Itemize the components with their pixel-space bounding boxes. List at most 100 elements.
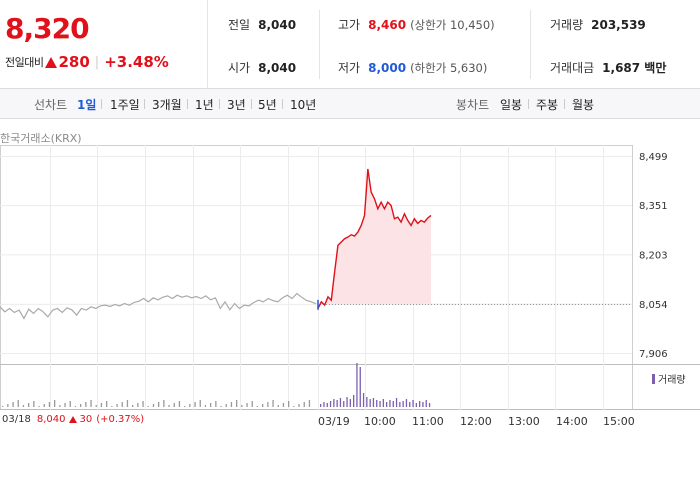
volume-bar xyxy=(220,406,222,407)
y-tick-label: 8,203 xyxy=(639,250,668,261)
volume-bar xyxy=(95,405,97,407)
volume-bar xyxy=(111,406,113,407)
volume-bar xyxy=(69,401,71,407)
stat-divider xyxy=(530,10,531,79)
y-tick-label: 7,906 xyxy=(639,349,668,360)
volume-bar xyxy=(419,401,421,407)
tab-divider xyxy=(219,99,220,109)
volume-bar xyxy=(428,403,431,407)
y-tick-label: 8,351 xyxy=(639,201,668,212)
stat-high: 고가 8,460 (상한가 10,450) xyxy=(338,16,495,33)
volume-bar xyxy=(349,399,351,407)
tab-3y[interactable]: 3년 xyxy=(227,98,246,112)
volume-bar xyxy=(386,402,388,407)
tab-10y[interactable]: 10년 xyxy=(290,98,317,112)
volume-bar xyxy=(359,367,361,407)
tab-weekly-candle[interactable]: 주봉 xyxy=(536,98,559,112)
x-tick-label: 10:00 xyxy=(364,415,396,428)
volume-bar xyxy=(399,402,401,407)
volume-bar xyxy=(184,406,186,407)
volume-bar xyxy=(329,401,332,407)
tab-daily-candle[interactable]: 일봉 xyxy=(500,98,523,112)
volume-bar xyxy=(293,406,295,407)
volume-bar xyxy=(343,401,345,407)
volume-bar xyxy=(251,401,253,407)
volume-bar xyxy=(106,401,108,407)
volume-bar xyxy=(392,401,394,407)
volume-bar xyxy=(2,406,4,407)
volume-bar xyxy=(339,398,342,407)
up-arrow-icon xyxy=(69,416,78,423)
upper-limit: (상한가 10,450) xyxy=(410,18,495,32)
volume-bar xyxy=(152,404,155,407)
tab-1w[interactable]: 1주일 xyxy=(110,98,140,112)
volume-bar xyxy=(173,403,175,407)
x-tick-label: 12:00 xyxy=(460,415,492,428)
lower-limit: (하한가 5,630) xyxy=(410,61,488,75)
tab-1d[interactable]: 1일 xyxy=(77,98,97,112)
volume-bar xyxy=(59,405,61,407)
volume-legend-swatch xyxy=(652,373,655,384)
tab-divider xyxy=(251,99,252,109)
volume-bar xyxy=(372,398,375,407)
stat-value: 8,040 xyxy=(258,61,297,75)
volume-bar xyxy=(389,400,391,407)
volume-legend: 거래량 xyxy=(652,371,686,386)
prev-day-info: 03/18 8,040 30 (+0.37%) xyxy=(2,414,144,425)
tab-5y[interactable]: 5년 xyxy=(258,98,277,112)
volume-bar xyxy=(163,400,165,407)
volume-bar xyxy=(178,401,181,407)
volume-bar xyxy=(168,405,170,407)
x-tick-label: 15:00 xyxy=(603,415,635,428)
stat-value: 203,539 xyxy=(591,18,646,32)
volume-bar xyxy=(158,402,160,407)
tab-3m[interactable]: 3개월 xyxy=(152,98,182,112)
volume-bar xyxy=(22,405,25,407)
stat-label: 거래대금 xyxy=(550,61,595,75)
price-chart: 8,499 8,351 8,203 8,054 7,906 xyxy=(0,145,700,410)
volume-bar xyxy=(402,401,404,407)
series-area-today xyxy=(318,168,431,304)
volume-bar xyxy=(382,399,384,407)
volume-bar xyxy=(210,403,212,407)
volume-bar xyxy=(236,400,238,407)
volume-bar xyxy=(90,400,92,407)
series-line-prev-day xyxy=(0,292,317,320)
volume-bar xyxy=(64,403,66,407)
volume-bar xyxy=(409,402,411,407)
tab-divider xyxy=(564,99,565,109)
volume-bar xyxy=(320,404,322,407)
volume-bar xyxy=(303,402,305,407)
volume-bar xyxy=(336,400,338,407)
volume-bar xyxy=(28,403,30,407)
volume-bar xyxy=(282,403,285,407)
volume-bar xyxy=(85,402,87,407)
volume-bar xyxy=(142,401,144,407)
tab-1y[interactable]: 1년 xyxy=(195,98,214,112)
chart-frame xyxy=(0,145,633,410)
volume-bar xyxy=(323,402,325,407)
volume-bar xyxy=(194,402,196,407)
volume-bar xyxy=(137,403,139,407)
prev-day-pct: (+0.37%) xyxy=(96,414,145,425)
volume-bar xyxy=(121,402,123,407)
series-line-today xyxy=(317,168,432,309)
volume-bar xyxy=(38,406,40,407)
volume-bar xyxy=(215,401,217,407)
stat-low: 저가 8,000 (하한가 5,630) xyxy=(338,59,487,76)
volume-bar xyxy=(74,406,77,407)
volume-bar xyxy=(369,399,371,407)
tab-monthly-candle[interactable]: 월봉 xyxy=(572,98,595,112)
volume-bar xyxy=(425,400,427,407)
tab-divider xyxy=(101,99,102,109)
volume-bar xyxy=(241,405,243,407)
volume-bar xyxy=(225,404,227,407)
stat-value: 8,040 xyxy=(258,18,297,32)
volume-bar xyxy=(362,393,365,407)
stat-value: 1,687 백만 xyxy=(602,61,667,75)
change-percent: +3.48% xyxy=(104,53,169,71)
volume-bar xyxy=(147,406,149,407)
x-tick-label: 03/19 xyxy=(318,415,350,428)
volume-bar xyxy=(199,400,201,407)
volume-bar xyxy=(48,402,51,407)
